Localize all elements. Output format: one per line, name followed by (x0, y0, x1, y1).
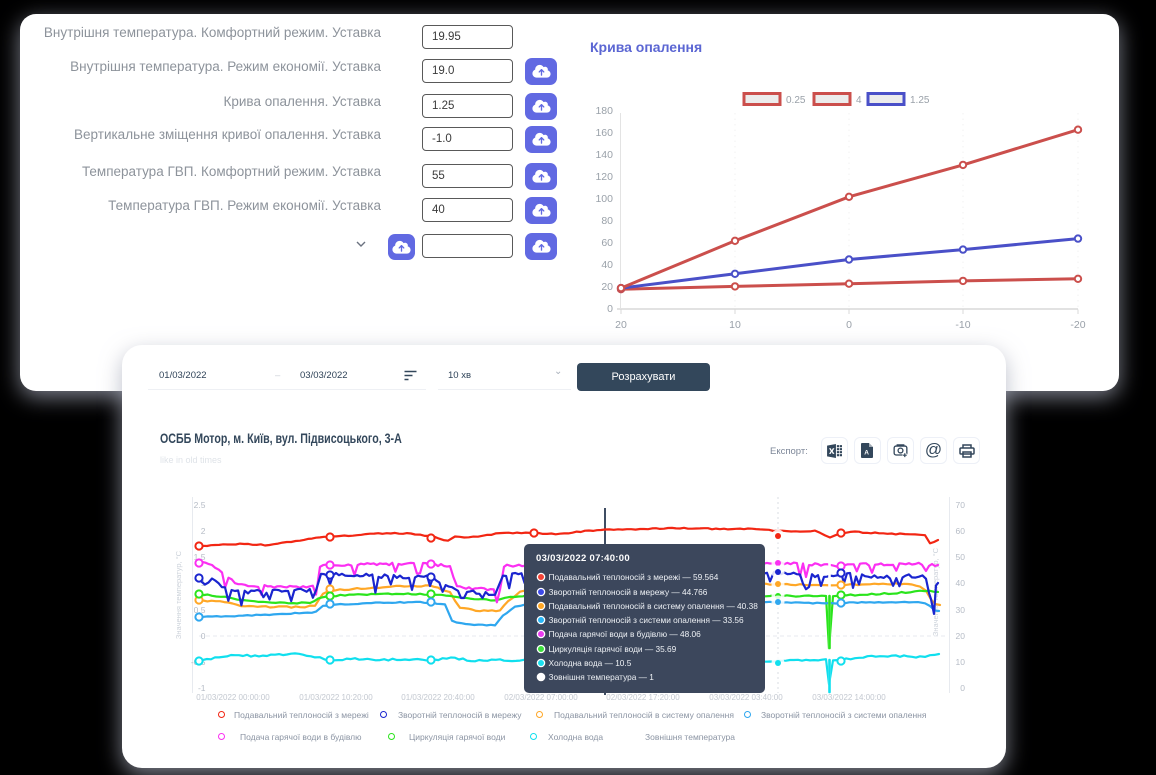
svg-text:20: 20 (615, 319, 627, 331)
svg-text:Значення температур, °С: Значення температур, °С (174, 550, 183, 639)
svg-text:180: 180 (595, 105, 613, 117)
svg-text:20: 20 (601, 281, 613, 293)
svg-text:60: 60 (601, 237, 613, 249)
svg-text:0.5: 0.5 (194, 605, 206, 615)
svg-text:40: 40 (601, 259, 613, 271)
svg-text:01/03/2022 20:40:00: 01/03/2022 20:40:00 (401, 693, 475, 702)
svg-text:1.25: 1.25 (910, 95, 930, 106)
svg-text:03/03/2022 03:40:00: 03/03/2022 03:40:00 (709, 693, 783, 702)
svg-text:-1: -1 (198, 683, 206, 693)
svg-text:01/03/2022 00:00:00: 01/03/2022 00:00:00 (196, 693, 270, 702)
svg-text:-20: -20 (1070, 319, 1085, 331)
svg-text:60: 60 (956, 526, 966, 536)
svg-text:2.5: 2.5 (194, 500, 206, 510)
svg-text:0.25: 0.25 (786, 95, 806, 106)
svg-text:10: 10 (956, 657, 966, 667)
svg-text:0: 0 (846, 319, 852, 331)
svg-text:10: 10 (729, 319, 741, 331)
svg-text:01/03/2022 10:20:00: 01/03/2022 10:20:00 (299, 693, 373, 702)
svg-text:140: 140 (595, 149, 613, 161)
svg-text:-10: -10 (955, 319, 970, 331)
svg-text:A: A (864, 450, 869, 457)
svg-text:0: 0 (201, 631, 206, 641)
svg-text:1.5: 1.5 (194, 552, 206, 562)
svg-text:20: 20 (956, 631, 966, 641)
svg-text:80: 80 (601, 215, 613, 227)
svg-text:0: 0 (607, 303, 613, 315)
svg-text:02/03/2022 07:00:00: 02/03/2022 07:00:00 (504, 693, 578, 702)
svg-text:0: 0 (960, 683, 965, 693)
svg-text:70: 70 (956, 500, 966, 510)
svg-text:120: 120 (595, 171, 613, 183)
svg-text:100: 100 (595, 193, 613, 205)
svg-text:03/03/2022 14:00:00: 03/03/2022 14:00:00 (812, 693, 886, 702)
svg-text:30: 30 (956, 605, 966, 615)
svg-text:160: 160 (595, 127, 613, 139)
svg-text:02/03/2022 17:20:00: 02/03/2022 17:20:00 (606, 693, 680, 702)
svg-text:40: 40 (956, 578, 966, 588)
svg-text:50: 50 (956, 552, 966, 562)
svg-text:4: 4 (856, 95, 862, 106)
svg-text:2: 2 (201, 526, 206, 536)
